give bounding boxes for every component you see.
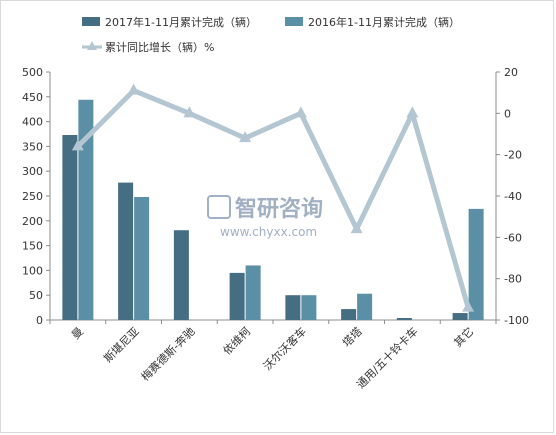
growth-point-marker <box>183 106 196 118</box>
legend: 2017年1-11月累计完成（辆） 2016年1-11月累计完成（辆） 累计同比… <box>82 15 460 54</box>
bar-2017 <box>229 272 245 320</box>
bar-2016 <box>245 265 261 320</box>
y-left-tick-label: 500 <box>22 66 43 79</box>
legend-label-2017: 2017年1-11月累计完成（辆） <box>105 15 257 29</box>
y-left-tick-label: 300 <box>22 165 43 178</box>
y-right-tick-label: 0 <box>504 107 511 120</box>
bar-2017 <box>341 309 357 320</box>
y-left-tick-label: 400 <box>22 116 43 129</box>
x-category-label: 塔塔 <box>340 325 365 350</box>
x-category-label: 梅赛德斯-奔驰 <box>138 324 197 383</box>
growth-point-marker <box>294 106 307 118</box>
watermark-url: www.chyxx.com <box>220 225 317 239</box>
y-left-tick-label: 0 <box>36 314 43 327</box>
watermark: 智研咨询 www.chyxx.com <box>207 195 323 239</box>
bar-2017 <box>118 182 134 320</box>
legend-swatch-2017 <box>82 17 100 26</box>
bar-2017 <box>173 230 189 320</box>
bar-2017 <box>396 318 412 320</box>
bar-2017 <box>452 313 468 320</box>
y-right-tick-label: -20 <box>504 149 522 162</box>
y-right-tick-label: 20 <box>504 66 518 79</box>
y-left-tick-label: 100 <box>22 264 43 277</box>
growth-point-marker <box>239 131 252 143</box>
growth-point-marker <box>71 139 84 151</box>
growth-point-marker <box>406 106 419 118</box>
y-right-tick-label: -100 <box>504 314 529 327</box>
x-category-label: 曼 <box>69 325 86 342</box>
x-category-label: 沃尔沃客车 <box>260 324 309 373</box>
y-left-tick-label: 200 <box>22 215 43 228</box>
y-left-tick-label: 150 <box>22 240 43 253</box>
x-category-label: 斯堪尼亚 <box>101 325 141 365</box>
bar-2016 <box>357 293 373 320</box>
watermark-brand: 智研咨询 <box>235 196 323 222</box>
y-left-tick-label: 450 <box>22 91 43 104</box>
bar-2016 <box>468 208 484 320</box>
y-right-tick-label: -60 <box>504 231 522 244</box>
y-right-tick-label: -80 <box>504 273 522 286</box>
y-right-tick-label: -40 <box>504 190 522 203</box>
growth-line <box>75 88 471 311</box>
bar-2017 <box>62 134 78 320</box>
y-left-tick-label: 50 <box>29 289 43 302</box>
watermark-logo-icon <box>207 195 231 219</box>
growth-point-marker <box>462 300 475 312</box>
legend-label-growth: 累计同比增长（辆）% <box>105 40 214 54</box>
y-left-tick-label: 350 <box>22 140 43 153</box>
bar-2016 <box>78 99 94 320</box>
legend-swatch-2016 <box>285 17 303 26</box>
bar-2016 <box>134 196 150 320</box>
y-left-tick-label: 250 <box>22 190 43 203</box>
bar-2016 <box>301 295 317 320</box>
legend-triangle-marker <box>87 41 97 50</box>
x-category-label: 其它 <box>451 324 476 349</box>
growth-point-marker <box>127 83 140 95</box>
x-category-label: 依维柯 <box>221 325 254 358</box>
growth-point-marker <box>350 222 363 234</box>
legend-label-2016: 2016年1-11月累计完成（辆） <box>308 15 460 29</box>
bar-2017 <box>285 295 301 320</box>
